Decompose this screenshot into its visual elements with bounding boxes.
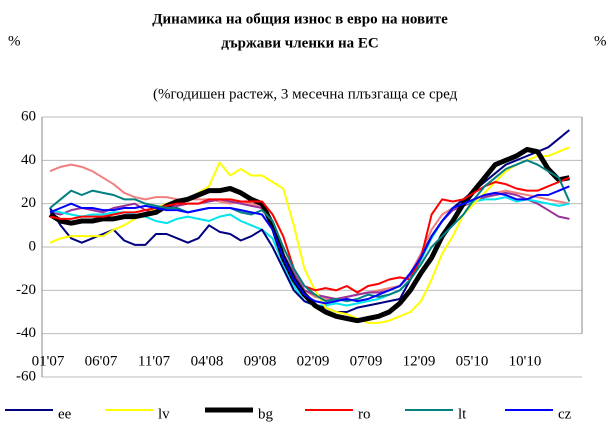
- series-line: [48, 147, 570, 324]
- series-line: [49, 129, 571, 313]
- x-tick-label: 05'10: [456, 353, 489, 369]
- x-tick-label: 12'09: [403, 353, 436, 369]
- x-tick-label: 02'09: [297, 353, 330, 369]
- legend-label: cz: [558, 406, 572, 422]
- series-line: [49, 159, 571, 303]
- x-tick-label: 01'07: [32, 353, 65, 369]
- x-tick-label: 07'09: [350, 353, 383, 369]
- y-tick-label: 40: [21, 152, 36, 168]
- chart-title: Динамика на общия износ в евро на новите: [152, 11, 448, 27]
- legend-label: ro: [358, 406, 371, 422]
- legend-label: lt: [458, 406, 467, 422]
- x-tick-label: 11'07: [138, 353, 171, 369]
- legend-label: lv: [158, 406, 170, 422]
- x-tick-label: 10'10: [509, 353, 542, 369]
- right-axis-label: %: [594, 33, 607, 49]
- y-tick-label: -60: [16, 368, 36, 384]
- x-tick-label: 06'07: [85, 353, 118, 369]
- series-line: [49, 185, 570, 305]
- y-tick-label: 20: [21, 195, 36, 211]
- y-tick-label: -20: [16, 282, 36, 298]
- legend-label: bg: [258, 406, 274, 422]
- subtitle: (%годишен растеж, 3 месечна плъзгаща се …: [153, 86, 458, 102]
- left-axis-label: %: [8, 33, 21, 49]
- y-tick-label: 60: [21, 108, 36, 124]
- series-line: [49, 191, 570, 300]
- chart-title: държави членки на ЕС: [221, 35, 379, 51]
- x-tick-label: 04'08: [191, 353, 224, 369]
- series-line: [49, 146, 570, 324]
- y-tick-label: -40: [16, 325, 36, 341]
- x-tick-label: 09'08: [244, 353, 277, 369]
- legend-label: ee: [58, 406, 72, 422]
- y-tick-label: 0: [29, 238, 37, 254]
